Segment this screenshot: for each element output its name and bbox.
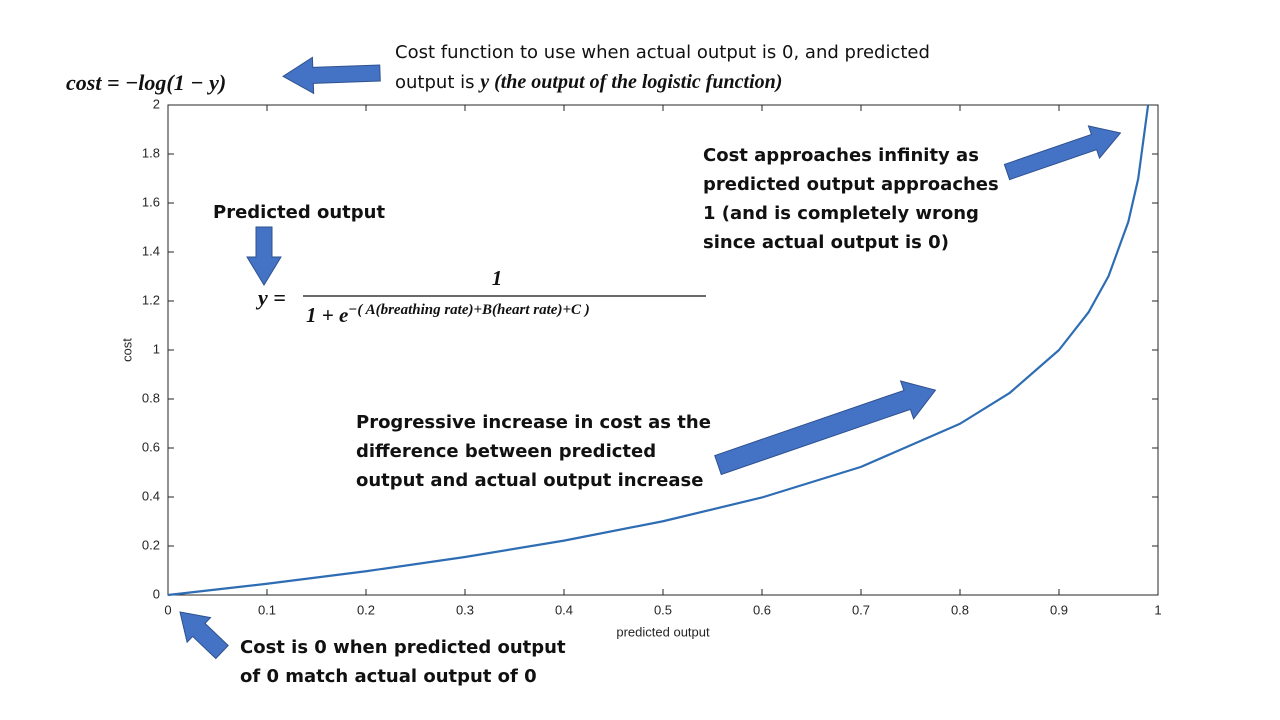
x-tick-label: 1 bbox=[1154, 602, 1161, 617]
x-tick-label: 0.5 bbox=[654, 602, 672, 617]
x-tick-label: 0.8 bbox=[951, 602, 969, 617]
logistic-denominator: 1 + e−( A(breathing rate)+B(heart rate)+… bbox=[306, 302, 590, 327]
x-tick-label: 0 bbox=[164, 602, 171, 617]
x-tick-label: 0.2 bbox=[357, 602, 375, 617]
progressive-note: Progressive increase in cost as the bbox=[356, 412, 711, 433]
x-tick-label: 0.1 bbox=[258, 602, 276, 617]
cost-formula: cost = −log(1 − y) bbox=[66, 70, 226, 95]
logistic-lhs: y = bbox=[255, 285, 286, 310]
x-tick-label: 0.7 bbox=[852, 602, 870, 617]
infinity-note: since actual output is 0) bbox=[703, 232, 949, 253]
x-tick-label: 0.6 bbox=[753, 602, 771, 617]
y-tick-label: 0.2 bbox=[142, 537, 160, 552]
predicted-output-note: Predicted output bbox=[213, 202, 385, 223]
arrow bbox=[714, 380, 937, 476]
infinity-note: Cost approaches infinity as bbox=[703, 145, 979, 166]
zero-note: Cost is 0 when predicted output bbox=[240, 637, 566, 658]
y-tick-label: 2 bbox=[153, 96, 160, 111]
infinity-note: 1 (and is completely wrong bbox=[703, 203, 979, 224]
progressive-note: difference between predicted bbox=[356, 441, 656, 462]
y-tick-label: 0 bbox=[153, 586, 160, 601]
progressive-note: output and actual output increase bbox=[356, 470, 703, 491]
y-tick-label: 1.2 bbox=[142, 292, 160, 307]
y-tick-label: 1.6 bbox=[142, 194, 160, 209]
cost-curve bbox=[167, 104, 1150, 597]
arrow bbox=[282, 56, 381, 95]
y-axis-label: cost bbox=[119, 338, 134, 362]
arrow bbox=[1003, 125, 1122, 181]
arrow bbox=[179, 611, 229, 660]
x-tick-label: 0.9 bbox=[1050, 602, 1068, 617]
y-tick-label: 1.8 bbox=[142, 145, 160, 160]
x-tick-label: 0.4 bbox=[555, 602, 573, 617]
y-tick-label: 0.8 bbox=[142, 390, 160, 405]
logistic-numerator: 1 bbox=[492, 266, 503, 290]
x-axis-label: predicted output bbox=[616, 624, 710, 639]
y-tick-label: 0.6 bbox=[142, 439, 160, 454]
infinity-note: predicted output approaches bbox=[703, 174, 999, 195]
logistic-base: 1 + e bbox=[306, 303, 348, 327]
y-tick-label: 1.4 bbox=[142, 243, 160, 258]
top-note-math: y (the output of the logistic function) bbox=[478, 71, 782, 93]
top-note: output is y (the output of the logistic … bbox=[395, 71, 782, 93]
ticks: 0 0.1 0.2 0.3 0.4 0.5 0.6 0.7 0.8 0.9 1 0 0.2 0.4 0.6 0… bbox=[142, 96, 1162, 617]
x-tick-label: 0.3 bbox=[456, 602, 474, 617]
logistic-exponent: −( A(breathing rate)+B(heart rate)+C ) bbox=[348, 302, 589, 318]
y-tick-label: 0.4 bbox=[142, 488, 160, 503]
arrow bbox=[246, 226, 282, 286]
plot-area bbox=[167, 104, 1159, 596]
top-note: output is bbox=[395, 72, 480, 93]
top-note: Cost function to use when actual output … bbox=[395, 42, 930, 63]
zero-note: of 0 match actual output of 0 bbox=[240, 666, 537, 687]
y-tick-label: 1 bbox=[153, 341, 160, 356]
